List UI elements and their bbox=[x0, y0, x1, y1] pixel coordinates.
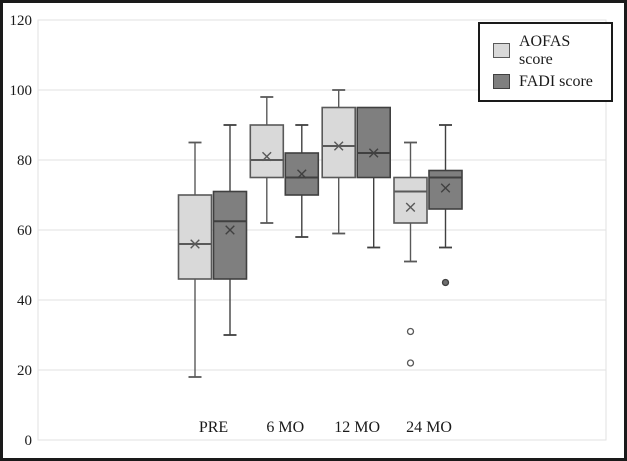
aofas-swatch-icon bbox=[493, 43, 510, 59]
legend-item-aofas: AOFAS score bbox=[493, 33, 603, 68]
iqr-box bbox=[356, 106, 392, 179]
legend-label-aofas: AOFAS score bbox=[519, 33, 571, 68]
x-tick-label-6-mo: 6 MO bbox=[266, 419, 304, 436]
mean-marker-icon bbox=[262, 151, 272, 162]
mean-marker-icon bbox=[333, 141, 344, 151]
legend-label-fadi: FADI score bbox=[519, 73, 593, 91]
outlier-point-31 bbox=[406, 327, 415, 336]
box-fadi-score-6-mo bbox=[284, 124, 320, 238]
chart-canvas: 0 20 40 60 80 100 120 PRE 6 MO 12 MO 24 MO bbox=[10, 13, 607, 449]
legend: AOFAS score FADI score bbox=[478, 22, 613, 102]
box-fadi-score-24-mo bbox=[428, 124, 463, 287]
iqr-box bbox=[249, 124, 285, 179]
y-tick-label-0: 0 bbox=[25, 433, 33, 449]
iqr-box bbox=[428, 169, 463, 210]
y-tick-label-100: 100 bbox=[10, 83, 33, 99]
y-tick-label-80: 80 bbox=[17, 153, 32, 169]
iqr-box bbox=[393, 176, 428, 224]
iqr-box bbox=[212, 190, 248, 280]
fadi-swatch-icon bbox=[493, 74, 510, 90]
mean-marker-icon bbox=[190, 239, 200, 249]
iqr-box bbox=[321, 106, 357, 179]
box-aofas-score-12-mo bbox=[321, 89, 357, 235]
x-tick-label-pre: PRE bbox=[199, 419, 228, 436]
y-tick-label-40: 40 bbox=[17, 293, 32, 309]
y-tick-label-60: 60 bbox=[17, 223, 32, 239]
box-fadi-score-12-mo bbox=[356, 106, 392, 249]
outlier-point-22 bbox=[406, 359, 415, 367]
y-tick-label-20: 20 bbox=[17, 363, 32, 379]
mean-marker-icon bbox=[368, 148, 379, 158]
iqr-box bbox=[177, 194, 213, 280]
mean-marker-icon bbox=[297, 169, 307, 179]
y-tick-label-120: 120 bbox=[10, 13, 33, 29]
mean-marker-icon bbox=[440, 183, 451, 193]
box-aofas-score-24-mo bbox=[393, 141, 428, 367]
x-tick-label-12-mo: 12 MO bbox=[334, 419, 380, 436]
x-tick-label-24-mo: 24 MO bbox=[406, 419, 452, 436]
box-aofas-score-pre bbox=[177, 141, 213, 378]
legend-item-fadi: FADI score bbox=[493, 73, 603, 91]
box-aofas-score-6-mo bbox=[249, 96, 285, 224]
outlier-point-45 bbox=[441, 278, 450, 287]
mean-marker-icon bbox=[405, 202, 416, 213]
mean-marker-icon bbox=[225, 225, 235, 235]
box-fadi-score-pre bbox=[212, 124, 248, 336]
